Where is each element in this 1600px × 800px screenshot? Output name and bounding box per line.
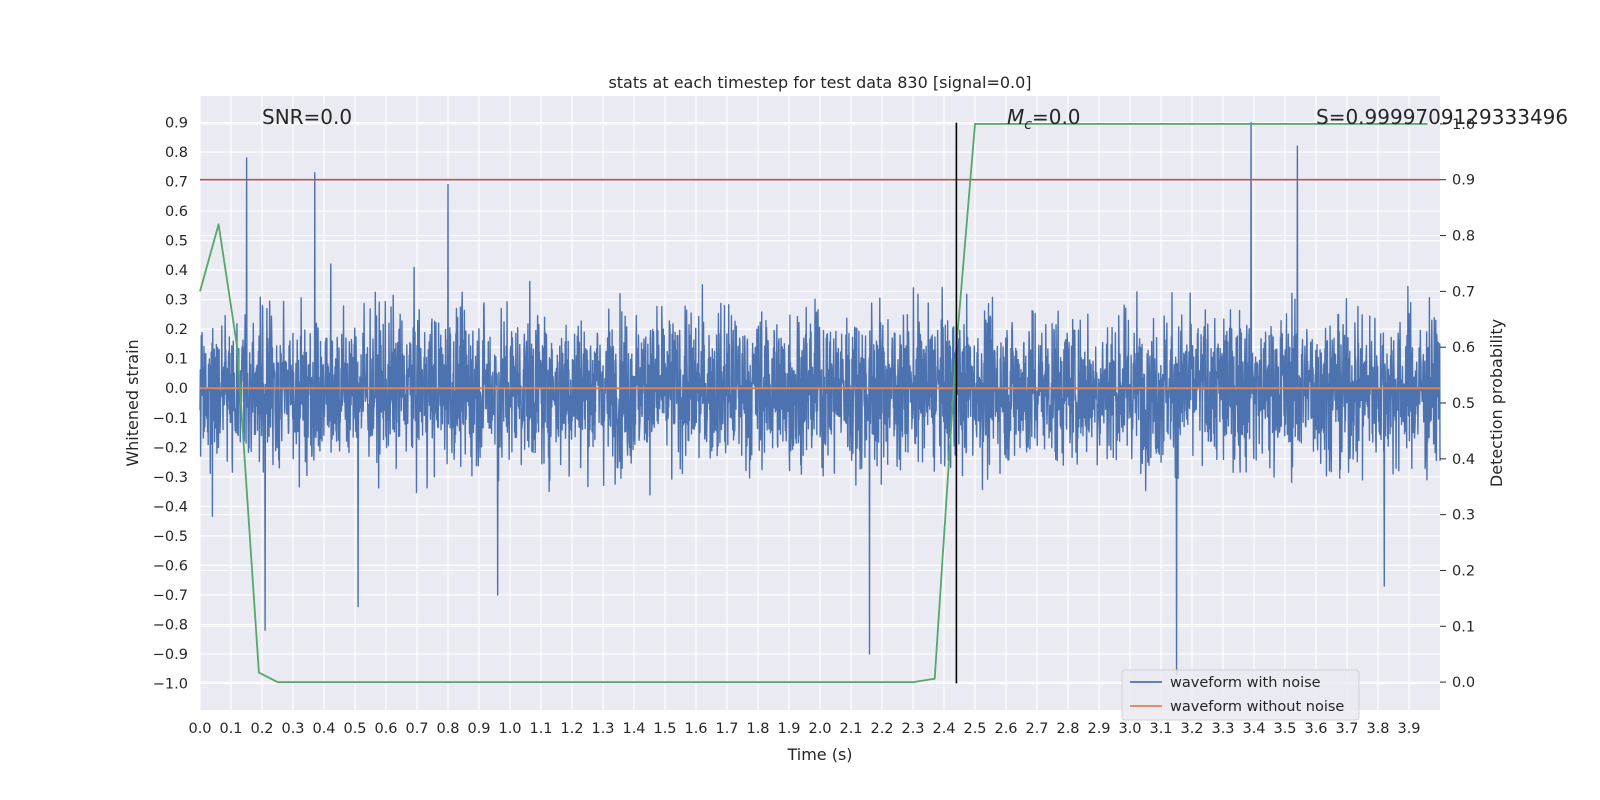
x-tick-label: 1.0 [498, 721, 521, 737]
y-tick-label: −0.3 [153, 470, 188, 486]
y-tick-label: −0.5 [153, 529, 188, 545]
legend-label-without-noise: waveform without noise [1170, 699, 1344, 715]
x-tick-label: 3.8 [1366, 721, 1389, 737]
y-tick-label: −1.0 [153, 676, 188, 692]
x-tick-label: 2.7 [1025, 721, 1048, 737]
y-tick-label: −0.9 [153, 647, 188, 663]
x-axis-label: Time (s) [786, 745, 852, 764]
legend-label-with-noise: waveform with noise [1170, 675, 1321, 691]
y2-tick-label: 0.0 [1452, 675, 1475, 691]
y2-tick-label: 0.6 [1452, 340, 1475, 356]
x-tick-label: 3.5 [1273, 721, 1296, 737]
x-tick-label: 0.3 [281, 721, 304, 737]
x-tick-label: 0.2 [250, 721, 273, 737]
x-tick-label: 0.5 [343, 721, 366, 737]
series-waveform-with-noise [199, 121, 1441, 676]
plot-area [199, 121, 1441, 684]
y-tick-label: 0.5 [165, 234, 188, 250]
y-tick-label: 0.2 [165, 322, 188, 338]
mc-value: =0.0 [1032, 105, 1081, 129]
legend-box [1121, 669, 1360, 721]
x-tick-label: 0.0 [188, 721, 211, 737]
legend: waveform with noise waveform without noi… [1121, 669, 1360, 721]
x-tick-label: 2.0 [808, 721, 831, 737]
mc-subscript: c [1024, 117, 1032, 133]
y2-tick-label: 0.9 [1452, 173, 1475, 189]
x-tick-label: 1.6 [684, 721, 707, 737]
x-tick-label: 3.6 [1304, 721, 1327, 737]
x-tick-label: 3.1 [1149, 721, 1172, 737]
y-tick-label: −0.8 [153, 617, 188, 633]
y2-tick-label: 0.4 [1452, 452, 1475, 468]
y-tick-label: −0.1 [153, 411, 188, 427]
y-tick-label: 0.9 [165, 116, 188, 132]
y-axis-label: Whitened strain [123, 339, 142, 466]
score-annotation: S=0.9999709129333496 [1316, 105, 1568, 129]
y-tick-label: −0.4 [153, 499, 188, 515]
x-tick-label: 1.1 [529, 721, 552, 737]
y2-tick-label: 0.5 [1452, 396, 1475, 412]
x-tick-label: 0.8 [436, 721, 459, 737]
y-tick-label: 0.3 [165, 293, 188, 309]
y-tick-label: 0.8 [165, 145, 188, 161]
mc-annotation: Mc=0.0 [1007, 105, 1081, 133]
x-tick-label: 0.7 [405, 721, 428, 737]
x-tick-label: 0.4 [312, 721, 335, 737]
x-tick-label: 2.3 [901, 721, 924, 737]
x-tick-label: 1.5 [653, 721, 676, 737]
x-tick-label: 3.3 [1211, 721, 1234, 737]
x-tick-label: 2.6 [994, 721, 1017, 737]
y-tick-label: 0.7 [165, 175, 188, 191]
y2-tick-label: 0.7 [1452, 284, 1475, 300]
y-tick-label: 0.0 [165, 381, 188, 397]
axes: 0.0 0.1 0.2 0.3 0.4 0.5 0.6 0.7 0.8 0.9 1.0 1.1 1.2 1… [153, 116, 1475, 737]
y2-tick-label: 0.3 [1452, 508, 1475, 524]
snr-annotation: SNR=0.0 [262, 105, 352, 129]
y-tick-label: −0.7 [153, 588, 188, 604]
x-tick-label: 3.4 [1242, 721, 1265, 737]
x-tick-label: 1.3 [591, 721, 614, 737]
y-tick-label: 0.6 [165, 204, 188, 220]
x-tick-label: 0.1 [219, 721, 242, 737]
mc-symbol: M [1007, 105, 1024, 129]
x-tick-label: 0.6 [374, 721, 397, 737]
x-tick-label: 3.2 [1180, 721, 1203, 737]
chart-title: stats at each timestep for test data 830… [608, 73, 1031, 92]
x-tick-label: 1.9 [777, 721, 800, 737]
y2-tick-label: 0.2 [1452, 563, 1475, 579]
x-tick-label: 2.1 [839, 721, 862, 737]
score-text: S=0.9999709129333496 [1316, 105, 1568, 129]
y-tick-label: 0.4 [165, 263, 188, 279]
x-tick-label: 0.9 [467, 721, 490, 737]
x-tick-label: 2.9 [1087, 721, 1110, 737]
x-tick-label: 1.8 [746, 721, 769, 737]
x-tick-label: 3.9 [1397, 721, 1420, 737]
y2-tick-label: 1.0 [1452, 117, 1475, 133]
x-tick-label: 1.7 [715, 721, 738, 737]
y-tick-label: 0.1 [165, 352, 188, 368]
x-tick-label: 3.0 [1118, 721, 1141, 737]
x-tick-label: 2.2 [870, 721, 893, 737]
x-tick-label: 2.8 [1056, 721, 1079, 737]
series-detection-probability [199, 123, 1428, 683]
x-tick-label: 2.4 [932, 721, 955, 737]
x-tick-label: 2.5 [963, 721, 986, 737]
x-tick-label: 1.2 [560, 721, 583, 737]
y2-tick-label: 0.1 [1452, 619, 1475, 635]
y2-tick-label: 0.8 [1452, 229, 1475, 245]
y-tick-label: −0.2 [153, 440, 188, 456]
y-tick-label: −0.6 [153, 558, 188, 574]
x-tick-label: 1.4 [622, 721, 645, 737]
x-tick-label: 3.7 [1335, 721, 1358, 737]
y2-axis-label: Detection probability [1487, 319, 1506, 487]
